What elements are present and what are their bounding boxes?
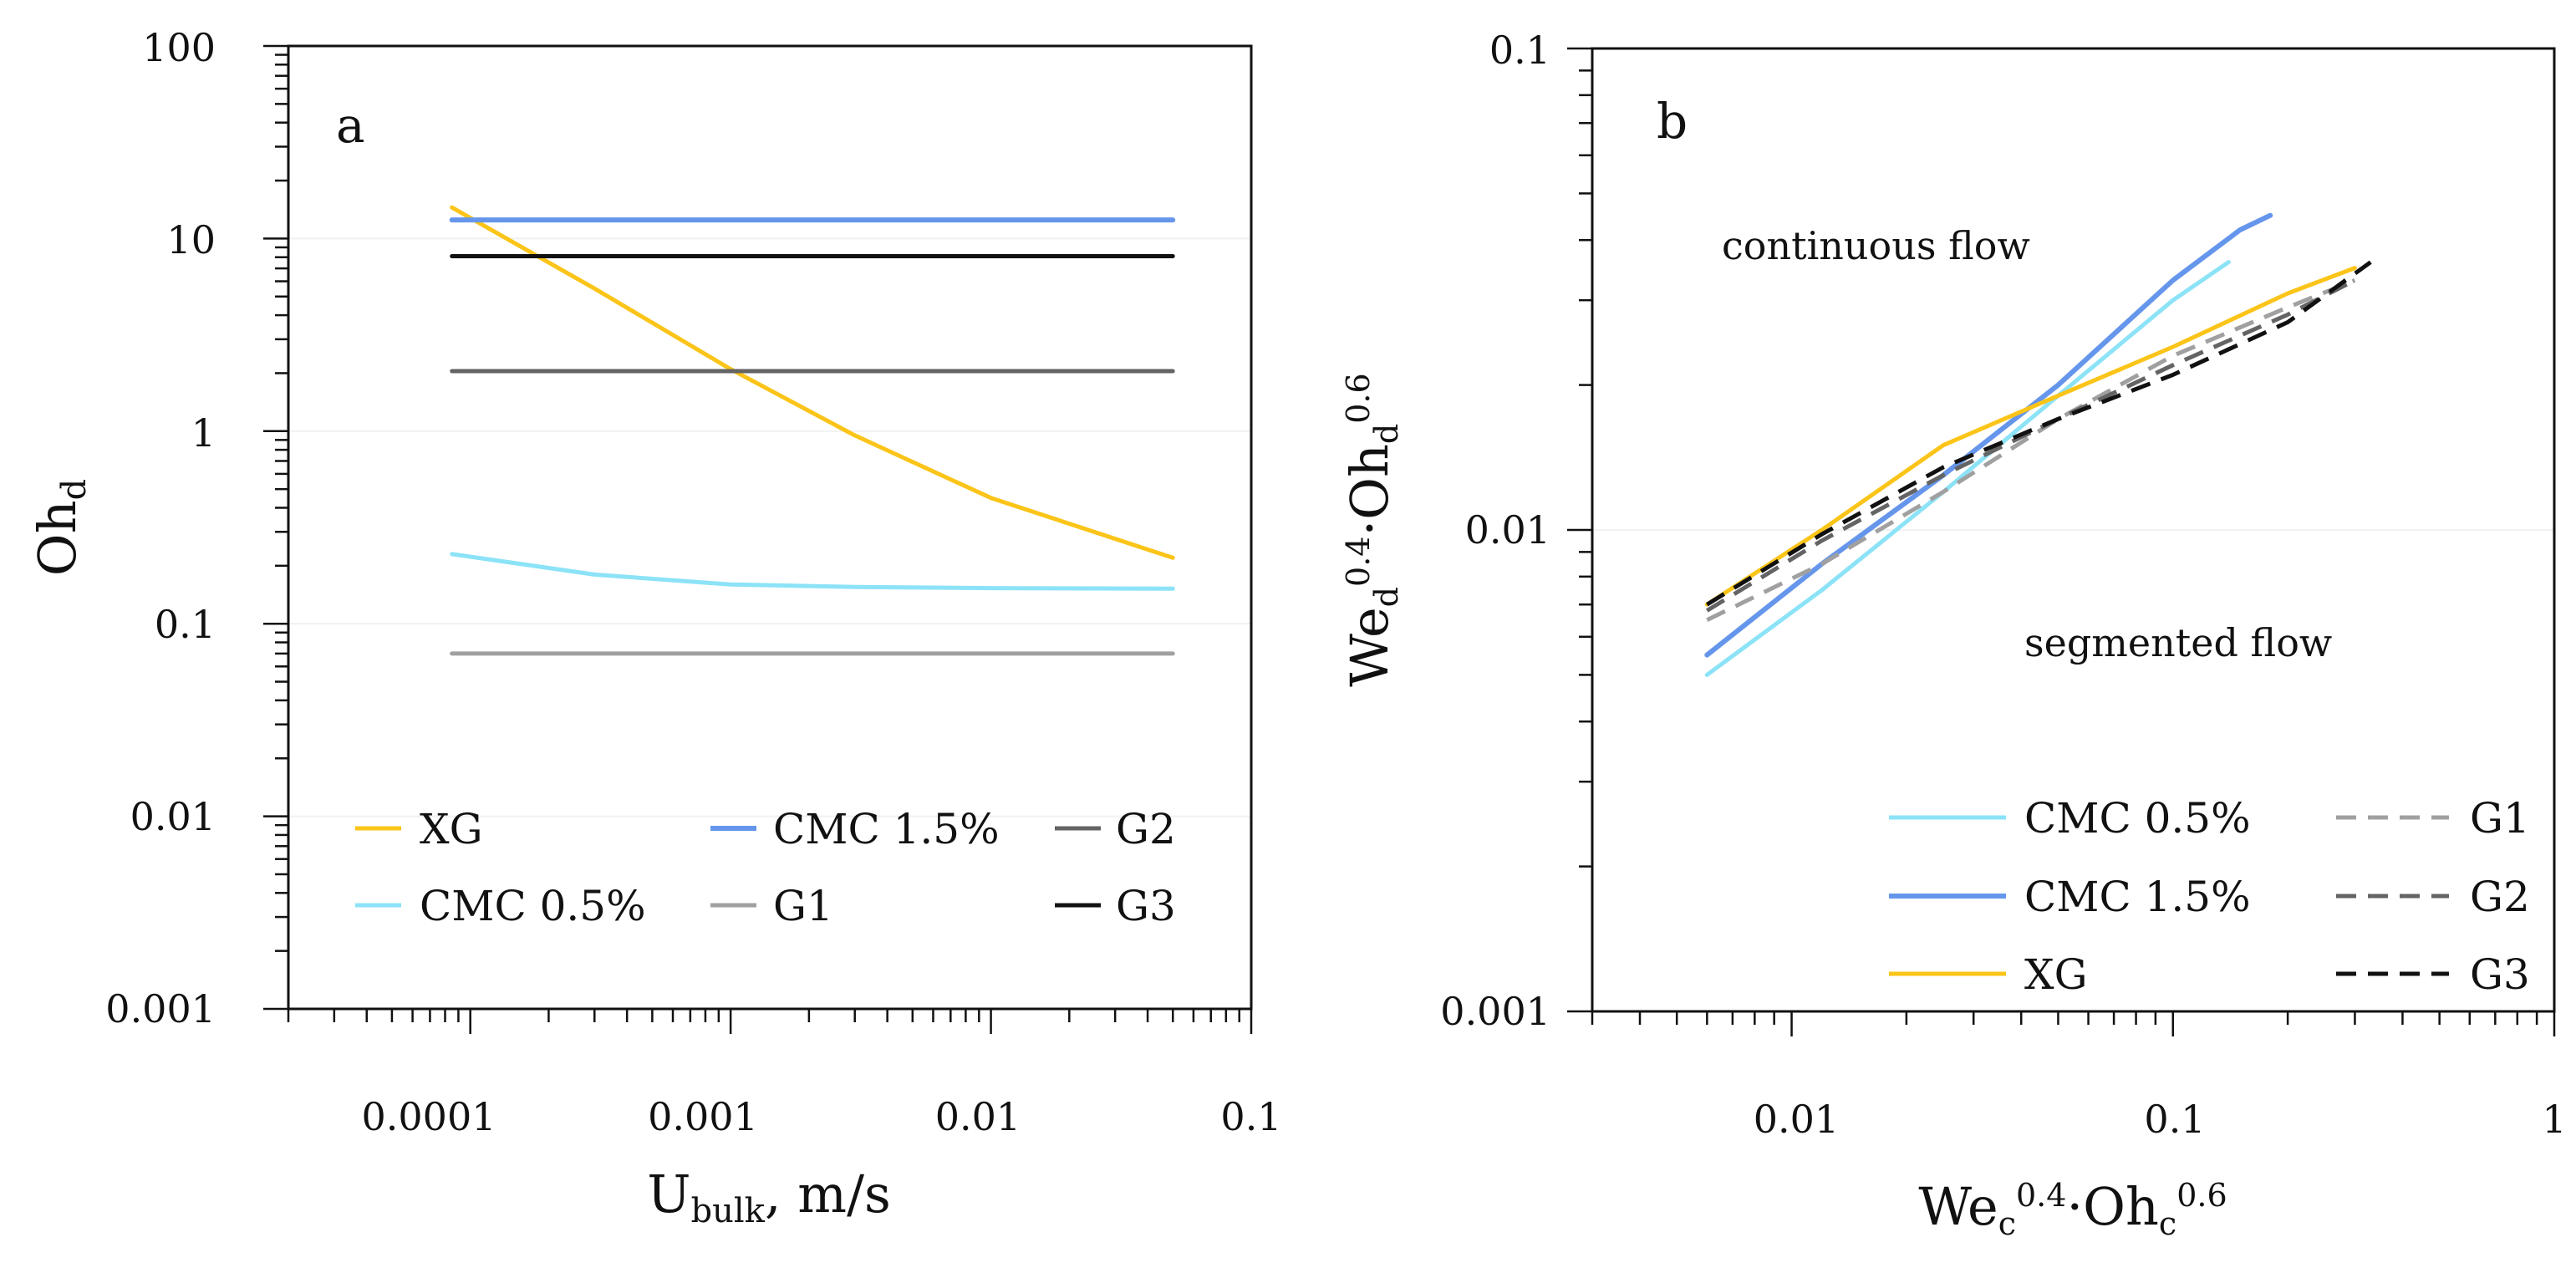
panel-b-ylabel-b-sup: 0.6 <box>1340 373 1377 423</box>
panel-b-ytick-label: 0.001 <box>1440 989 1550 1034</box>
panel-b-y-axis-label: Wed0.4·Ohd0.6 <box>1339 373 1405 686</box>
panel-b-ytick-label: 0.01 <box>1465 507 1550 553</box>
panel-a-ytick-label: 1 <box>191 410 216 456</box>
legend-label-cmc-1-5: CMC 1.5% <box>2024 873 2251 921</box>
panel-a-xtick-label: 0.01 <box>935 1094 1021 1139</box>
panel-b-major-ticks <box>1567 47 2556 1036</box>
panel-a-x-axis-label: Ubulk, m/s <box>647 1164 891 1230</box>
panel-b-label: b <box>1657 93 1688 150</box>
panel-a-y-axis-label: Ohd <box>27 479 94 576</box>
panel-b: 0.001 0.01 0.1 0.01 0.1 1 Wec0.4·Ohc0.6 … <box>1339 28 2567 1242</box>
panel-b-xlabel-a: We <box>1918 1176 1998 1237</box>
panel-b-legend: CMC 0.5% CMC 1.5% XG G1 G2 G3 <box>1889 794 2530 999</box>
panel-b-series-g3 <box>1705 260 2372 607</box>
panel-a-ytick-label: 10 <box>166 217 216 262</box>
panel-b-xlabel-b-sub: c <box>2159 1205 2176 1242</box>
panel-b-ylabel-dot: · <box>1339 520 1400 537</box>
panel-a-frame <box>287 44 1253 1011</box>
panel-a-xlabel-main: U <box>647 1164 690 1225</box>
panel-b-series <box>1704 212 2372 677</box>
annotation-continuous-flow: continuous flow <box>1722 223 2030 268</box>
panel-a-ytick-label: 0.001 <box>105 986 216 1031</box>
panel-b-xlabel-b-sup: 0.6 <box>2176 1177 2227 1214</box>
panel-a-series-cmc-0-5 <box>450 552 1175 591</box>
panel-a-major-ticks <box>263 44 1253 1034</box>
panel-a-series-xg <box>450 205 1175 560</box>
panel-b-ylabel-b-sub: d <box>1368 424 1405 444</box>
legend-label-cmc-0-5: CMC 0.5% <box>420 882 646 930</box>
panel-a: 0.001 0.01 0.1 1 10 100 0.0001 0.001 0.0… <box>27 25 1282 1230</box>
legend-label-g2: G2 <box>1116 805 1176 853</box>
panel-a-series <box>449 205 1176 656</box>
panel-b-ylabel-b: Oh <box>1339 444 1400 520</box>
legend-label-cmc-0-5: CMC 0.5% <box>2024 794 2251 843</box>
panel-a-ylabel-sub: d <box>55 479 94 501</box>
panel-a-xtick-label: 0.0001 <box>362 1094 496 1139</box>
panel-b-series-xg <box>1704 266 2357 607</box>
panel-b-xtick-label: 0.1 <box>2144 1097 2205 1142</box>
panel-b-ylabel-a: We <box>1339 607 1400 686</box>
panel-b-series-g1 <box>1706 278 2356 623</box>
legend-label-g3: G3 <box>1116 882 1176 930</box>
legend-label-cmc-1-5: CMC 1.5% <box>773 805 1000 853</box>
panel-b-ylabel-a-sub: d <box>1368 587 1405 607</box>
panel-a-xlabel-tail: , m/s <box>765 1164 891 1225</box>
panel-b-ylabel-a-sup: 0.4 <box>1340 537 1377 587</box>
panel-a-label: a <box>336 97 365 154</box>
panel-a-ytick-label: 0.1 <box>155 602 216 647</box>
panel-a-ylabel-main: Oh <box>27 500 88 576</box>
panel-a-ytick-label: 0.01 <box>130 794 216 839</box>
panel-b-ytick-label: 0.1 <box>1489 28 1550 73</box>
panel-b-xtick-label: 1 <box>2542 1097 2566 1142</box>
legend-label-g1: G1 <box>773 882 833 930</box>
panel-b-xlabel-dot: · <box>2066 1176 2083 1237</box>
panel-a-ytick-label: 100 <box>142 25 216 70</box>
legend-label-g2: G2 <box>2470 873 2530 921</box>
panel-a-legend: XG CMC 0.5% CMC 1.5% G1 G2 G3 <box>355 805 1176 930</box>
panel-a-xlabel-sub: bulk <box>690 1192 765 1230</box>
panel-a-xtick-label: 0.1 <box>1220 1094 1281 1139</box>
panel-b-x-axis-label: Wec0.4·Ohc0.6 <box>1918 1176 2227 1242</box>
annotation-segmented-flow: segmented flow <box>2024 620 2332 665</box>
panel-b-xlabel-b: Oh <box>2083 1176 2159 1237</box>
panel-b-xlabel-a-sub: c <box>1998 1205 2016 1242</box>
legend-label-xg: XG <box>2024 950 2088 999</box>
panel-b-xlabel-a-sup: 0.4 <box>2016 1177 2066 1214</box>
legend-label-g1: G1 <box>2470 794 2530 843</box>
panel-a-xtick-label: 0.001 <box>648 1094 758 1139</box>
panel-b-xtick-label: 0.01 <box>1754 1097 1839 1142</box>
legend-label-xg: XG <box>420 805 483 853</box>
legend-label-g3: G3 <box>2470 950 2530 999</box>
